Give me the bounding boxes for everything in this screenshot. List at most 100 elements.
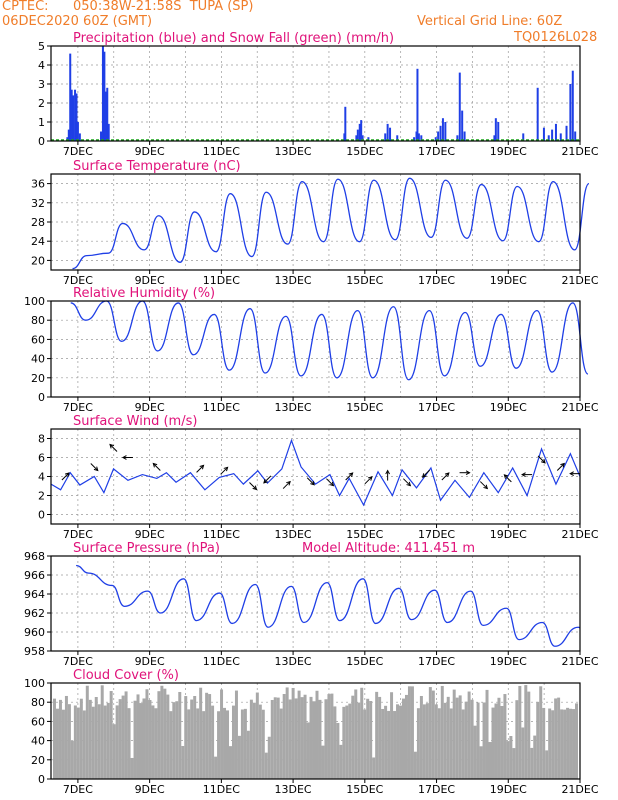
y-tick-label: 36 xyxy=(31,178,45,191)
precip-bar xyxy=(344,106,347,141)
x-tick-label: 19DEC xyxy=(490,145,527,158)
cloud-bar xyxy=(354,689,358,779)
cloud-bar xyxy=(434,704,438,779)
panel-border xyxy=(50,45,581,142)
x-tick-label: 11DEC xyxy=(203,274,240,287)
cloud-bar xyxy=(115,705,119,779)
x-tick-label: 9DEC xyxy=(135,274,165,287)
wind-arrow-head xyxy=(199,464,205,470)
wind-arrow-head xyxy=(406,481,412,487)
wind-arrow xyxy=(109,443,118,452)
cloud-bar xyxy=(425,703,429,779)
cloud-bar xyxy=(303,694,307,779)
cloud-bar xyxy=(306,722,310,779)
panel-4: Surface Wind (m/s) 0 2 4 6 8 7DEC 9DEC 11DEC 13DE… xyxy=(38,414,599,541)
cloud-bar xyxy=(539,686,543,779)
cloud-bar xyxy=(58,699,62,779)
cloud-bar xyxy=(407,686,411,779)
precip-bar xyxy=(497,122,500,141)
cloud-bar xyxy=(118,699,122,779)
humidity-line xyxy=(70,300,589,381)
cloud-bar xyxy=(416,708,420,779)
precip-bar xyxy=(386,123,389,141)
cloud-bar xyxy=(231,705,235,779)
y-tick-label: 962 xyxy=(24,607,45,620)
panel-border xyxy=(50,555,581,652)
cloud-bar xyxy=(211,705,215,779)
cloud-bar xyxy=(169,711,173,779)
y-tick-label: 0 xyxy=(38,509,45,522)
x-tick-label: 11DEC xyxy=(203,655,240,668)
cloud-bar xyxy=(53,698,56,779)
temperature-line xyxy=(72,177,590,270)
cloud-bar xyxy=(175,701,179,779)
panel-title: Surface Pressure (hPa) xyxy=(73,541,220,556)
cloud-bar xyxy=(82,710,86,779)
cloud-bar xyxy=(243,708,247,779)
cloud-bar xyxy=(464,701,468,779)
cloud-bar xyxy=(458,695,462,779)
precip-bar xyxy=(78,133,81,141)
cloud-bar xyxy=(85,685,89,779)
wind-arrow xyxy=(403,478,412,487)
panel-1: Precipitation (blue) and Snow Fall (gree… xyxy=(38,31,599,158)
wind-arrow xyxy=(306,477,315,486)
cloud-bar xyxy=(124,691,128,779)
cloud-bar xyxy=(509,736,513,779)
cloud-bar xyxy=(73,705,77,779)
panel-title: Relative Humidity (%) xyxy=(73,286,215,301)
panel-annotation: Model Altitude: 411.451 m xyxy=(302,541,475,556)
x-tick-label: 19DEC xyxy=(490,655,527,668)
wind-arrow-shaft xyxy=(537,455,546,464)
wind-arrow-head xyxy=(521,472,526,477)
cloud-bar xyxy=(285,687,289,779)
panel-2: Surface Temperature (nC) 20 24 28 32 36 7DEC 9D… xyxy=(31,159,599,287)
precip-bar xyxy=(434,137,437,141)
precip-bar xyxy=(72,95,75,141)
y-tick-label: 0 xyxy=(38,773,45,786)
cloud-bar xyxy=(79,698,83,779)
wind-arrow xyxy=(385,469,390,481)
cloud-bar xyxy=(91,706,95,779)
x-tick-label: 11DEC xyxy=(203,528,240,541)
precip-bar xyxy=(107,123,110,141)
cloud-bar xyxy=(130,757,134,779)
x-tick-label: 15DEC xyxy=(346,274,383,287)
precip-bar xyxy=(413,137,416,141)
cloud-bar xyxy=(413,751,417,779)
cloud-bar xyxy=(273,697,277,779)
x-tick-label: 15DEC xyxy=(346,655,383,668)
wind-arrow-head xyxy=(64,472,70,477)
wind-arrow xyxy=(152,462,161,471)
cloud-bar xyxy=(443,702,447,779)
cloud-bar xyxy=(217,711,221,779)
x-tick-label: 13DEC xyxy=(275,145,312,158)
cloud-bar xyxy=(336,722,340,779)
wind-speed-line xyxy=(50,438,581,507)
y-tick-label: 966 xyxy=(24,569,45,582)
cloud-bar xyxy=(264,752,268,779)
cloud-bar xyxy=(318,699,322,779)
wind-arrow-head xyxy=(421,473,427,478)
y-tick-label: 24 xyxy=(31,235,45,248)
panel-title: Cloud Cover (%) xyxy=(73,668,179,683)
precip-bar xyxy=(74,89,77,141)
cloud-bar xyxy=(208,694,212,779)
panel-border xyxy=(50,300,581,398)
y-tick-label: 28 xyxy=(31,216,45,229)
cloud-bar xyxy=(294,698,298,779)
cloud-bar xyxy=(178,691,182,779)
y-tick-label: 100 xyxy=(24,295,45,308)
y-tick-label: 20 xyxy=(31,372,45,385)
x-tick-label: 9DEC xyxy=(135,655,165,668)
cloud-bar xyxy=(360,687,364,779)
cloud-bar xyxy=(112,724,116,779)
cloud-bar xyxy=(399,705,403,779)
x-tick-label: 15DEC xyxy=(346,783,383,796)
precip-bar xyxy=(101,46,104,141)
y-tick-label: 5 xyxy=(38,40,45,53)
cloud-bar xyxy=(387,710,391,779)
cloud-bar xyxy=(452,689,456,779)
precip-bar xyxy=(360,120,363,141)
